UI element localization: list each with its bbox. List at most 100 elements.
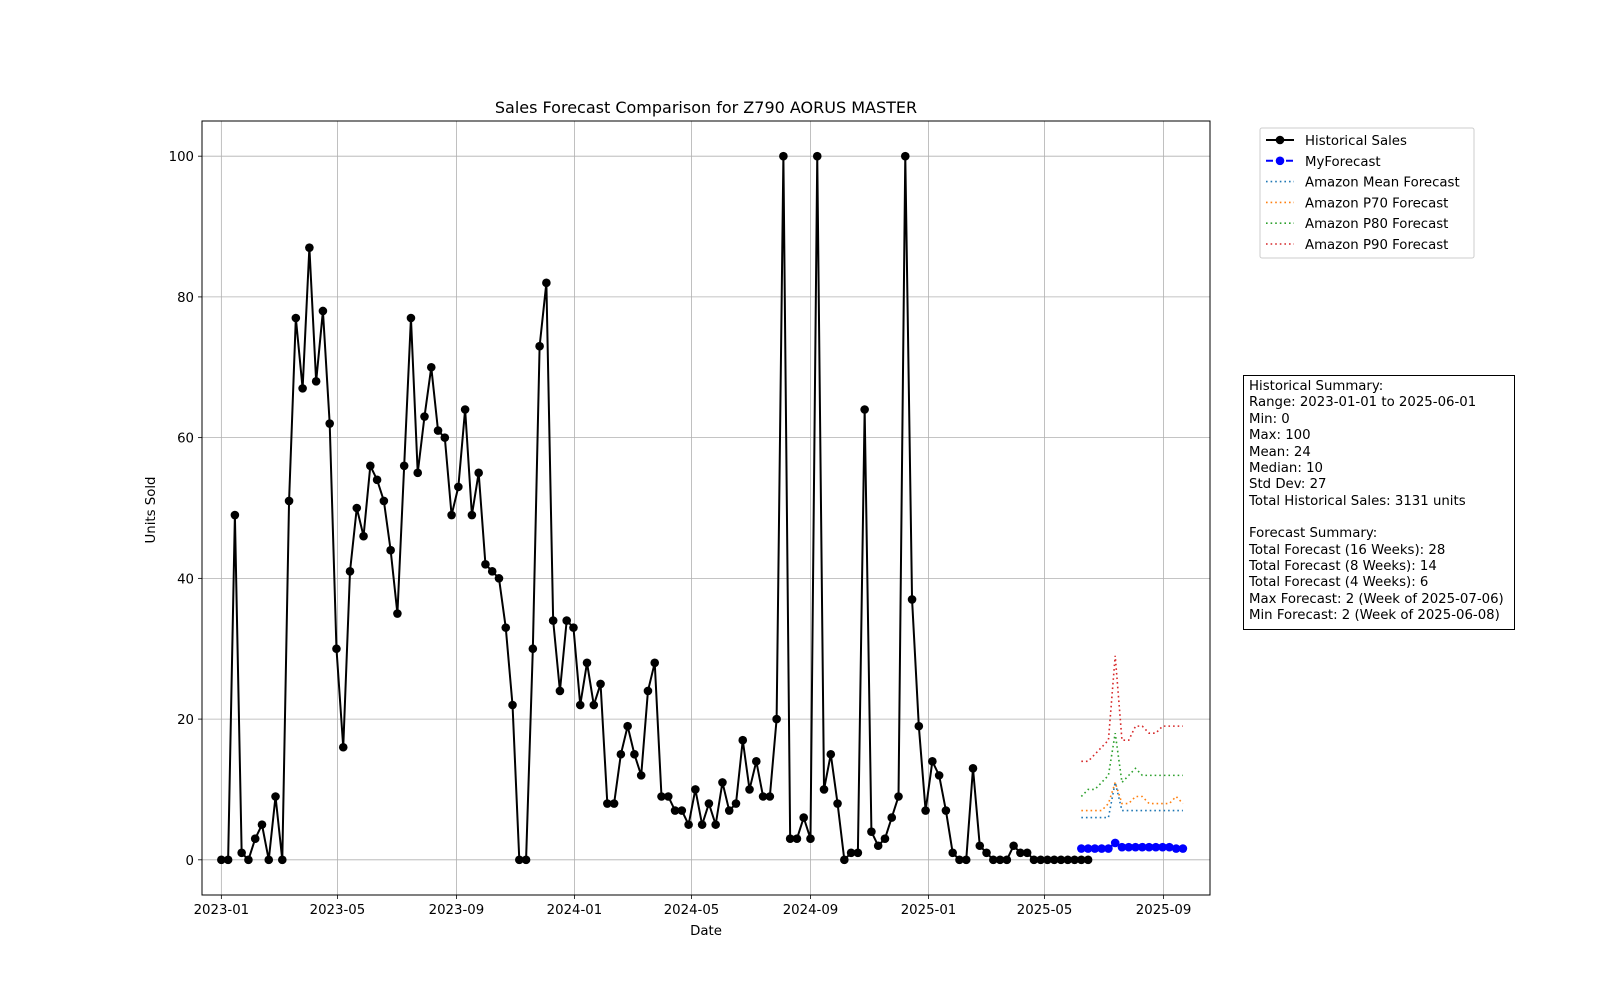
data-point (799, 813, 808, 822)
data-point (318, 306, 328, 316)
data-point (352, 503, 362, 513)
data-point (1056, 855, 1066, 865)
data-point (1077, 855, 1086, 865)
data-point (718, 778, 727, 787)
data-point (643, 686, 653, 696)
data-point (555, 686, 565, 696)
plot-frame (201, 120, 1211, 896)
data-point (1043, 855, 1052, 865)
legend-label: Amazon Mean Forecast (1305, 176, 1460, 191)
data-point (338, 742, 348, 752)
data-point (277, 855, 287, 865)
data-point (724, 806, 734, 815)
legend-label: Amazon P90 Forecast (1305, 238, 1448, 253)
legend-frame (1259, 127, 1475, 259)
series-historical-sales (217, 151, 1093, 865)
data-point (589, 700, 599, 710)
data-point (989, 855, 998, 865)
data-point (752, 757, 761, 766)
data-point (291, 313, 301, 323)
summary-line (1249, 510, 1509, 526)
data-point (1117, 842, 1127, 852)
data-point (1036, 855, 1046, 865)
summary-line: Min: 0 (1249, 411, 1290, 427)
data-point (562, 616, 571, 625)
legend-entry: MyForecast (1266, 155, 1381, 170)
data-point (1178, 844, 1188, 853)
legend-label: Amazon P70 Forecast (1305, 196, 1448, 211)
summary-line: Total Historical Sales: 3131 units (1249, 493, 1466, 509)
summary-line: Forecast Summary: (1249, 526, 1378, 542)
data-point (833, 799, 842, 808)
data-point (237, 848, 246, 858)
data-point (772, 714, 781, 724)
data-point (880, 834, 890, 844)
data-point (670, 806, 680, 815)
data-point (521, 855, 531, 865)
data-point (298, 384, 307, 393)
data-point (900, 151, 910, 161)
summary-line: Total Forecast (16 Weeks): 28 (1249, 542, 1446, 558)
chart-title: Sales Forecast Comparison for Z790 AORUS… (495, 98, 917, 117)
data-point (1016, 848, 1025, 858)
data-point (447, 510, 456, 520)
data-point (657, 792, 666, 801)
series-line (1080, 733, 1183, 798)
data-point (454, 482, 463, 492)
data-point (467, 510, 477, 520)
data-point (907, 595, 917, 604)
series-amazon-p90-forecast (1081, 655, 1183, 763)
data-point (873, 841, 883, 851)
data-point (1063, 855, 1073, 865)
data-point (1124, 842, 1134, 852)
data-point (623, 721, 632, 731)
legend-entry: Amazon P80 Forecast (1266, 217, 1448, 232)
data-point (846, 848, 856, 858)
legend-entry: Amazon P90 Forecast (1266, 238, 1448, 253)
summary-line: Max Forecast: 2 (Week of 2025-07-06) (1249, 591, 1504, 607)
data-point (650, 658, 660, 668)
data-point (433, 426, 443, 435)
series-amazon-mean-forecast (1081, 782, 1183, 819)
data-point (596, 679, 605, 689)
data-point (765, 792, 775, 801)
data-point (230, 510, 240, 520)
data-point (487, 567, 497, 576)
data-point (1144, 842, 1154, 852)
legend-entry: Amazon P70 Forecast (1266, 196, 1448, 211)
data-point (311, 377, 321, 386)
x-tick-label: 2025-01 (901, 903, 957, 918)
data-point (921, 806, 930, 815)
data-point (636, 771, 646, 780)
legend-label: Amazon P80 Forecast (1305, 217, 1448, 232)
series-line (1081, 779, 1184, 812)
grid-lines (202, 121, 1210, 895)
series-amazon-p80-forecast (1080, 733, 1183, 798)
data-point (440, 433, 450, 442)
summary-line: Total Forecast (4 Weeks): 6 (1249, 575, 1429, 591)
summary-line: Mean: 24 (1249, 444, 1311, 460)
data-point (677, 806, 687, 815)
data-point (372, 475, 382, 485)
data-point (1070, 855, 1079, 865)
data-point (413, 468, 423, 478)
data-point (1029, 855, 1039, 865)
data-point (975, 841, 985, 851)
data-point (366, 461, 375, 471)
data-point (1165, 842, 1174, 852)
data-point (548, 616, 558, 625)
data-point (745, 785, 754, 794)
data-point (1158, 842, 1167, 852)
y-tick-label: 20 (177, 713, 194, 728)
summary-line: Range: 2023-01-01 to 2025-06-01 (1249, 395, 1477, 411)
data-point (575, 700, 585, 710)
y-tick-label: 80 (177, 291, 194, 306)
data-point (393, 609, 402, 618)
data-point (426, 362, 436, 372)
legend-entry: Historical Sales (1266, 134, 1407, 149)
data-point (386, 545, 395, 555)
data-point (928, 757, 937, 766)
data-point (305, 243, 314, 252)
data-point (1137, 842, 1147, 852)
